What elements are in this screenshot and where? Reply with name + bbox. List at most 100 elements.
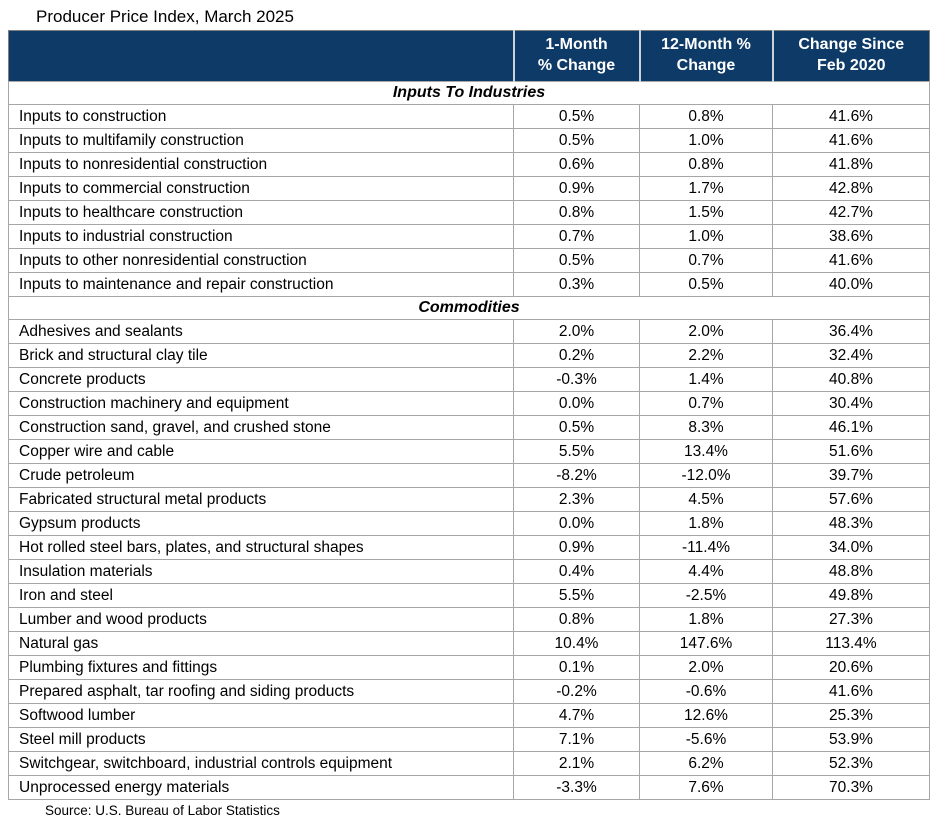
twelve-month-value: 2.2% (639, 343, 773, 368)
table-row: Switchgear, switchboard, industrial cont… (8, 751, 930, 776)
row-label: Inputs to industrial construction (8, 224, 514, 249)
twelve-month-value: 4.5% (639, 487, 773, 512)
twelve-month-value: 2.0% (639, 319, 773, 344)
twelve-month-value: 1.0% (639, 128, 773, 153)
section-title-commodities: Commodities (8, 296, 930, 320)
table-row: Plumbing fixtures and fittings 0.1% 2.0% 20… (8, 655, 930, 680)
twelve-month-value: 0.7% (639, 391, 773, 416)
row-label: Construction sand, gravel, and crushed s… (8, 415, 514, 440)
row-label: Concrete products (8, 367, 514, 392)
twelve-month-value: 1.5% (639, 200, 773, 225)
twelve-month-value: -11.4% (639, 535, 773, 560)
table-row: Inputs to industrial construction 0.7% 1.0… (8, 224, 930, 249)
since-feb-2020-value: 41.6% (772, 128, 930, 153)
twelve-month-value: 4.4% (639, 559, 773, 584)
row-label: Insulation materials (8, 559, 514, 584)
col-header-change-since: Change Since Feb 2020 (771, 30, 930, 82)
one-month-value: 0.9% (513, 535, 640, 560)
one-month-value: 7.1% (513, 727, 640, 752)
twelve-month-value: 1.8% (639, 511, 773, 536)
since-feb-2020-value: 51.6% (772, 439, 930, 464)
since-feb-2020-value: 42.7% (772, 200, 930, 225)
since-feb-2020-value: 41.6% (772, 248, 930, 273)
one-month-value: 0.5% (513, 104, 640, 129)
header-row: 1-Month % Change 12-Month % Change Chang… (8, 30, 930, 82)
row-label: Inputs to healthcare construction (8, 200, 514, 225)
since-feb-2020-value: 20.6% (772, 655, 930, 680)
since-feb-2020-value: 113.4% (772, 631, 930, 656)
one-month-value: 5.5% (513, 583, 640, 608)
since-feb-2020-value: 41.6% (772, 104, 930, 129)
since-feb-2020-value: 46.1% (772, 415, 930, 440)
since-feb-2020-value: 49.8% (772, 583, 930, 608)
one-month-value: 0.9% (513, 176, 640, 201)
col-header-change-since-line2: Feb 2020 (817, 57, 886, 74)
twelve-month-value: 1.4% (639, 367, 773, 392)
one-month-value: 2.3% (513, 487, 640, 512)
one-month-value: -0.3% (513, 367, 640, 392)
since-feb-2020-value: 70.3% (772, 775, 930, 800)
table-body: Inputs To Industries Inputs to constructi… (8, 81, 930, 800)
one-month-value: 2.0% (513, 319, 640, 344)
page-title: Producer Price Index, March 2025 (36, 7, 294, 26)
twelve-month-value: -0.6% (639, 679, 773, 704)
since-feb-2020-value: 27.3% (772, 607, 930, 632)
row-label: Inputs to maintenance and repair constru… (8, 272, 514, 297)
table-row: Lumber and wood products 0.8% 1.8% 27.3% (8, 607, 930, 632)
one-month-value: 4.7% (513, 703, 640, 728)
since-feb-2020-value: 52.3% (772, 751, 930, 776)
table-row: Inputs to maintenance and repair constru… (8, 272, 930, 297)
twelve-month-value: 0.8% (639, 152, 773, 177)
col-header-twelve-month: 12-Month % Change (638, 30, 773, 82)
row-label: Inputs to multifamily construction (8, 128, 514, 153)
one-month-value: 0.5% (513, 248, 640, 273)
one-month-value: 0.4% (513, 559, 640, 584)
twelve-month-value: 12.6% (639, 703, 773, 728)
since-feb-2020-value: 39.7% (772, 463, 930, 488)
since-feb-2020-value: 34.0% (772, 535, 930, 560)
twelve-month-value: 147.6% (639, 631, 773, 656)
ppi-table: 1-Month % Change 12-Month % Change Chang… (8, 30, 930, 800)
table-row: Inputs to multifamily construction 0.5% 1.… (8, 128, 930, 153)
table-row: Adhesives and sealants 2.0% 2.0% 36.4% (8, 319, 930, 344)
table-row: Prepared asphalt, tar roofing and siding… (8, 679, 930, 704)
since-feb-2020-value: 25.3% (772, 703, 930, 728)
one-month-value: 0.0% (513, 391, 640, 416)
one-month-value: 2.1% (513, 751, 640, 776)
twelve-month-value: 0.8% (639, 104, 773, 129)
since-feb-2020-value: 57.6% (772, 487, 930, 512)
col-header-change-since-line1: Change Since (798, 36, 905, 54)
row-label: Iron and steel (8, 583, 514, 608)
section-title-inputs-to-industries: Inputs To Industries (8, 81, 930, 105)
row-label: Plumbing fixtures and fittings (8, 655, 514, 680)
twelve-month-value: 6.2% (639, 751, 773, 776)
one-month-value: -0.2% (513, 679, 640, 704)
row-label: Inputs to construction (8, 104, 514, 129)
since-feb-2020-value: 36.4% (772, 319, 930, 344)
twelve-month-value: 2.0% (639, 655, 773, 680)
one-month-value: 10.4% (513, 631, 640, 656)
row-label: Gypsum products (8, 511, 514, 536)
table-row: Brick and structural clay tile 0.2% 2.2% 32… (8, 343, 930, 368)
row-label: Inputs to other nonresidential construct… (8, 248, 514, 273)
table-row: Inputs to healthcare construction 0.8% 1.5… (8, 200, 930, 225)
source-note: Source: U.S. Bureau of Labor Statistics (45, 803, 280, 818)
row-label: Inputs to nonresidential construction (8, 152, 514, 177)
since-feb-2020-value: 41.6% (772, 679, 930, 704)
row-label: Natural gas (8, 631, 514, 656)
table-row: Softwood lumber 4.7% 12.6% 25.3% (8, 703, 930, 728)
col-header-one-month-line2: % Change (537, 57, 616, 74)
one-month-value: 0.6% (513, 152, 640, 177)
one-month-value: 0.7% (513, 224, 640, 249)
one-month-value: 0.3% (513, 272, 640, 297)
row-label: Inputs to commercial construction (8, 176, 514, 201)
twelve-month-value: -2.5% (639, 583, 773, 608)
since-feb-2020-value: 40.8% (772, 367, 930, 392)
since-feb-2020-value: 38.6% (772, 224, 930, 249)
row-label: Construction machinery and equipment (8, 391, 514, 416)
one-month-value: 0.2% (513, 343, 640, 368)
row-label: Prepared asphalt, tar roofing and siding… (8, 679, 514, 704)
table-row: Construction machinery and equipment 0.0%… (8, 391, 930, 416)
table-row: Inputs to commercial construction 0.9% 1.7… (8, 176, 930, 201)
